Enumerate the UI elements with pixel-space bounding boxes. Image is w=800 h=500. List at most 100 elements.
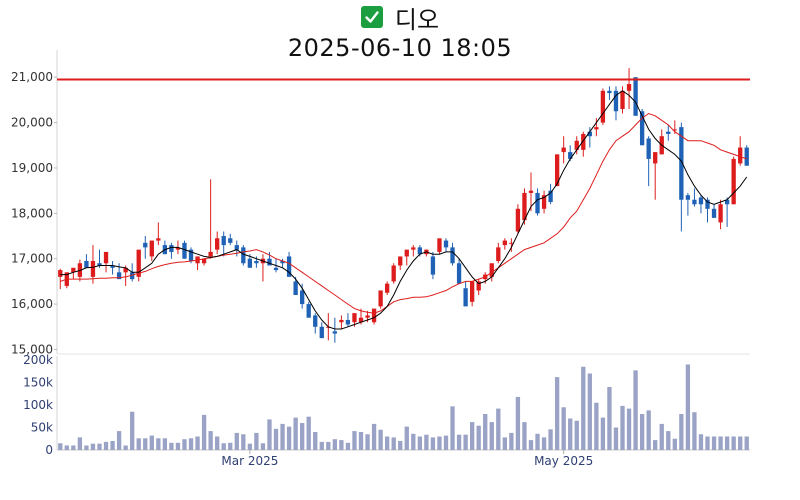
volume-bar <box>116 431 122 450</box>
y-tick-label: 18,000 <box>11 206 53 220</box>
candle-body <box>548 190 553 202</box>
volume-bar <box>594 402 599 450</box>
candle-body <box>469 281 475 302</box>
volume-bar <box>319 441 324 450</box>
candle-body <box>149 240 154 257</box>
volume-bar <box>483 414 488 450</box>
volume-bar <box>162 438 168 450</box>
volume-bar <box>71 445 76 450</box>
y-tick-label: 15,000 <box>11 342 53 356</box>
y-tick-label: 19,000 <box>11 161 53 175</box>
volume-bar <box>463 434 468 450</box>
volume-bar <box>666 431 671 450</box>
candle-body <box>581 133 586 150</box>
volume-bar <box>443 435 449 450</box>
volume-bar <box>515 396 521 450</box>
candle-body <box>574 140 579 150</box>
volume-bar <box>110 441 115 450</box>
candle-body <box>692 199 697 205</box>
candle-body <box>352 313 357 323</box>
volume-bar <box>659 423 664 450</box>
candle-body <box>535 192 540 214</box>
volume-bar <box>339 440 344 450</box>
candle-body <box>738 147 743 164</box>
volume-bar <box>561 407 566 450</box>
volume-bar <box>496 408 501 450</box>
y-tick-label: 16,000 <box>11 297 53 311</box>
y-tick-label: 17,000 <box>11 252 53 266</box>
candle-body <box>143 242 148 248</box>
volume-bar <box>384 436 390 450</box>
candle-body <box>332 331 338 334</box>
candle-body <box>450 247 455 264</box>
candle-body <box>404 249 409 257</box>
volume-bar <box>541 437 547 450</box>
candle-body <box>417 247 423 255</box>
candle-body <box>130 272 135 280</box>
volume-bar <box>731 436 736 450</box>
title-line: 디오 <box>0 2 800 34</box>
candle-body <box>156 238 161 241</box>
candle-body <box>358 317 364 323</box>
candle-body <box>221 236 226 246</box>
candle-body <box>188 249 194 261</box>
volume-bar <box>293 417 298 450</box>
candle-body <box>613 90 619 112</box>
volume-bar <box>182 439 187 450</box>
candle-body <box>365 315 370 318</box>
volume-bar <box>143 438 148 450</box>
volume-bar <box>653 440 658 450</box>
volume-bar <box>672 438 677 450</box>
volume-bar <box>489 422 494 450</box>
candle-body <box>215 238 220 250</box>
candle-body <box>502 240 507 246</box>
volume-bar <box>692 412 697 450</box>
x-tick-label: Mar 2025 <box>221 454 278 468</box>
candle-body <box>90 260 96 277</box>
candle-body <box>247 258 253 268</box>
chart-title: 디오 <box>394 5 440 34</box>
candle-body <box>208 251 213 257</box>
candle-body <box>509 242 514 244</box>
volume-bar <box>195 436 200 450</box>
volume-bar <box>705 436 710 450</box>
candle-body <box>136 249 141 277</box>
volume-bar <box>215 436 220 450</box>
volume-tick-label: 50k <box>31 421 53 435</box>
volume-bar <box>103 441 109 450</box>
volume-bar <box>607 387 612 450</box>
volume-bar <box>352 431 357 450</box>
volume-bar <box>718 436 723 450</box>
candle-body <box>339 319 344 323</box>
volume-bar <box>398 441 403 450</box>
volume-bar <box>476 425 481 450</box>
volume-bar <box>169 442 174 450</box>
volume-bar <box>365 434 370 450</box>
candle-body <box>286 256 292 277</box>
volume-bar <box>411 433 416 450</box>
moving-average-short-line <box>60 90 748 330</box>
volume-bar <box>581 366 586 450</box>
candle-body <box>228 238 233 243</box>
volume-bar <box>548 429 553 450</box>
volume-bar <box>528 440 534 450</box>
moving-average-long-line <box>60 112 747 314</box>
volume-bar <box>430 437 436 450</box>
volume-bar <box>502 437 507 450</box>
candle-body <box>639 111 645 146</box>
candle-body <box>84 260 89 268</box>
volume-bar <box>738 436 743 450</box>
volume-bar <box>313 432 318 450</box>
volume-bar <box>345 442 351 450</box>
volume-bar <box>286 426 292 450</box>
candle-body <box>306 304 311 318</box>
volume-bar <box>554 377 560 450</box>
candle-body <box>58 270 63 277</box>
candle-body <box>718 204 723 223</box>
volume-bar <box>711 436 717 450</box>
volume-bar <box>613 427 619 450</box>
volume-bar <box>509 432 514 450</box>
candle-body <box>254 260 259 264</box>
volume-bar <box>535 433 540 450</box>
candle-body <box>653 152 658 164</box>
